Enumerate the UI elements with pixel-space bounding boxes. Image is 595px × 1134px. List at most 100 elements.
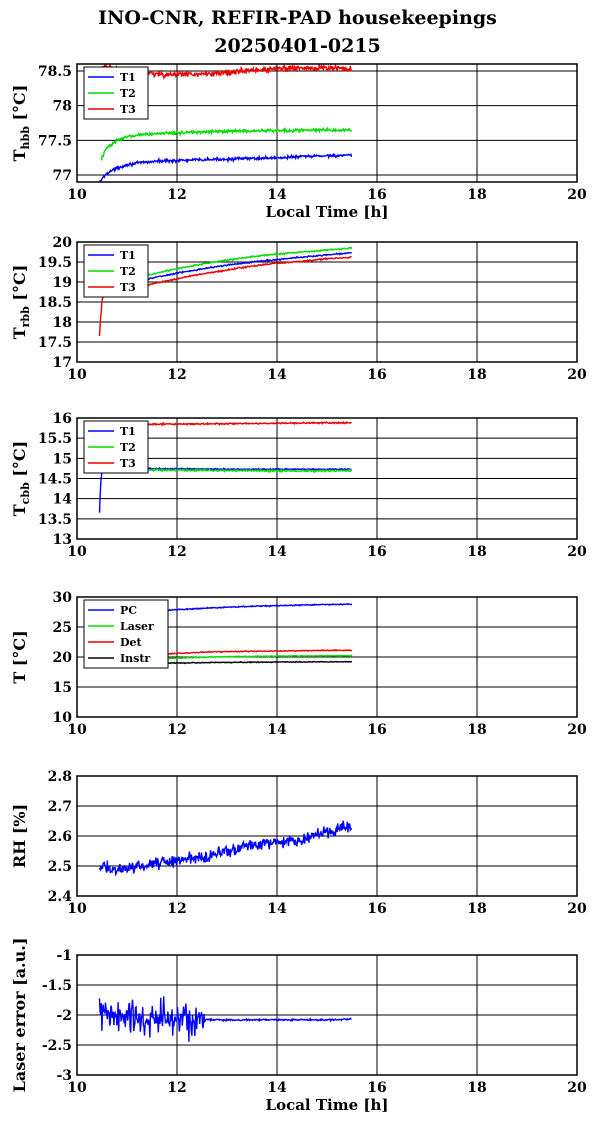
y-axis-label: T [°C] bbox=[10, 630, 29, 683]
x-tick-label: 10 bbox=[67, 722, 87, 738]
x-tick-label: 14 bbox=[267, 722, 287, 738]
legend-label: Instr bbox=[120, 652, 150, 665]
legend: T1 T2 T3 bbox=[83, 244, 149, 298]
y-tick-label: 10 bbox=[53, 710, 73, 726]
x-tick-label: 14 bbox=[267, 187, 287, 203]
y-tick-label: 77.5 bbox=[38, 133, 72, 149]
x-tick-label: 20 bbox=[567, 187, 587, 203]
y-tick-label: 14.5 bbox=[38, 472, 72, 488]
y-tick-label: 2.4 bbox=[48, 889, 73, 905]
y-tick-label: 18.5 bbox=[38, 295, 72, 311]
legend-label: T3 bbox=[120, 457, 136, 470]
chart-panel-2: 10 12 14 16 18 20 17 17.5 18 18.5 19 19.5 20 T1 T2 T3 Tr… bbox=[10, 235, 587, 383]
x-axis-label: Local Time [h] bbox=[266, 1096, 389, 1114]
plot-frame bbox=[76, 241, 578, 363]
x-tick-label: 12 bbox=[167, 722, 186, 738]
series-line-t2 bbox=[100, 126, 353, 161]
series-line bbox=[98, 820, 353, 877]
y-tick-label: 19.5 bbox=[38, 255, 72, 271]
x-tick-label: 18 bbox=[467, 544, 486, 560]
x-tick-label: 20 bbox=[567, 722, 587, 738]
x-tick-label: 10 bbox=[67, 901, 87, 917]
legend: PC Laser Det Instr bbox=[83, 599, 169, 669]
y-axis-label: Trbb [°C] bbox=[10, 265, 32, 340]
y-axis-label: Tcbb [°C] bbox=[10, 441, 32, 516]
y-tick-label: 17 bbox=[53, 355, 72, 371]
x-tick-label: 16 bbox=[367, 544, 386, 560]
series-line bbox=[98, 996, 352, 1042]
y-tick-label: 15.5 bbox=[38, 431, 72, 447]
x-tick-label: 16 bbox=[367, 901, 386, 917]
y-tick-label: 19 bbox=[53, 275, 72, 291]
chart-panel-5: 10 12 14 16 18 20 2.4 2.5 2.6 2.7 2.8 RH [%] bbox=[10, 769, 587, 917]
figure-titles: INO-CNR, REFIR-PAD housekeepings 2025040… bbox=[0, 0, 595, 60]
x-tick-label: 18 bbox=[467, 187, 486, 203]
plot-frame bbox=[76, 417, 578, 540]
legend: T1 T2 T3 bbox=[83, 66, 149, 120]
y-tick-label: 13 bbox=[53, 532, 72, 548]
legend-label: T1 bbox=[120, 249, 136, 262]
y-tick-label: 25 bbox=[53, 620, 72, 636]
x-tick-label: 12 bbox=[167, 544, 186, 560]
legend-label: Laser bbox=[120, 620, 154, 633]
y-axis-label-main: T bbox=[10, 327, 29, 339]
legend-label: Det bbox=[120, 636, 143, 649]
plot-frame bbox=[76, 596, 578, 718]
series-group bbox=[98, 820, 353, 877]
x-tick-label: 16 bbox=[367, 187, 386, 203]
y-tick-label: 16 bbox=[53, 411, 72, 427]
x-tick-label: 20 bbox=[567, 544, 587, 560]
series-group bbox=[98, 996, 352, 1042]
y-tick-label: 2.6 bbox=[48, 829, 72, 845]
series-line-instr bbox=[141, 660, 353, 665]
y-tick-label: 30 bbox=[53, 590, 73, 606]
plot-frame bbox=[76, 63, 578, 183]
x-tick-label: 20 bbox=[567, 901, 587, 917]
x-tick-label: 12 bbox=[167, 1080, 186, 1096]
legend-label: T2 bbox=[120, 265, 136, 278]
legend-label: T1 bbox=[120, 71, 136, 84]
series-line-t1 bbox=[99, 152, 353, 182]
x-tick-label: 14 bbox=[267, 544, 287, 560]
x-tick-label: 12 bbox=[167, 187, 186, 203]
legend: T1 T2 T3 bbox=[83, 420, 149, 474]
series-group bbox=[141, 602, 353, 665]
x-tick-label: 14 bbox=[267, 367, 287, 383]
y-axis-label-main: T [°C] bbox=[10, 630, 29, 683]
chart-panel-3: 10 12 14 16 18 20 13 13.5 14 14.5 15 15.5 16 T1 T2 T3 Tc… bbox=[10, 411, 587, 560]
legend-label: T3 bbox=[120, 103, 136, 116]
x-tick-label: 12 bbox=[167, 367, 186, 383]
y-axis-label: RH [%] bbox=[10, 804, 29, 868]
figure-subtitle: 20250401-0215 bbox=[214, 35, 381, 57]
series-line-det bbox=[141, 648, 353, 657]
y-tick-label: 15 bbox=[53, 680, 72, 696]
y-tick-label: -2 bbox=[56, 1008, 72, 1024]
figure-title: INO-CNR, REFIR-PAD housekeepings bbox=[98, 7, 497, 29]
y-tick-label: 13.5 bbox=[38, 512, 72, 528]
x-tick-label: 14 bbox=[267, 901, 287, 917]
y-tick-label: 78 bbox=[53, 99, 72, 115]
legend-label: T2 bbox=[120, 87, 136, 100]
y-tick-label: 17.5 bbox=[38, 335, 72, 351]
x-tick-label: 10 bbox=[67, 367, 87, 383]
y-axis-label-main: T bbox=[10, 504, 29, 516]
series-line-pc bbox=[141, 602, 353, 614]
legend-label: T1 bbox=[120, 425, 136, 438]
series-line-laser bbox=[141, 654, 353, 662]
x-tick-label: 20 bbox=[567, 1080, 587, 1096]
y-axis-label-subscript: hbb bbox=[19, 126, 32, 150]
y-axis-label-main: Laser error [a.u.] bbox=[10, 938, 29, 1093]
y-tick-label: 2.5 bbox=[48, 859, 72, 875]
y-tick-label: 77 bbox=[53, 168, 72, 184]
x-tick-label: 18 bbox=[467, 901, 486, 917]
x-tick-label: 12 bbox=[167, 901, 186, 917]
x-tick-label: 16 bbox=[367, 367, 386, 383]
legend-box bbox=[83, 599, 169, 669]
x-tick-label: 20 bbox=[567, 367, 587, 383]
plot-frame bbox=[76, 775, 578, 897]
y-tick-label: 14 bbox=[53, 492, 73, 508]
x-axis-label: Local Time [h] bbox=[266, 203, 389, 221]
x-tick-label: 10 bbox=[67, 544, 87, 560]
y-axis-label-main: RH [%] bbox=[10, 804, 29, 868]
